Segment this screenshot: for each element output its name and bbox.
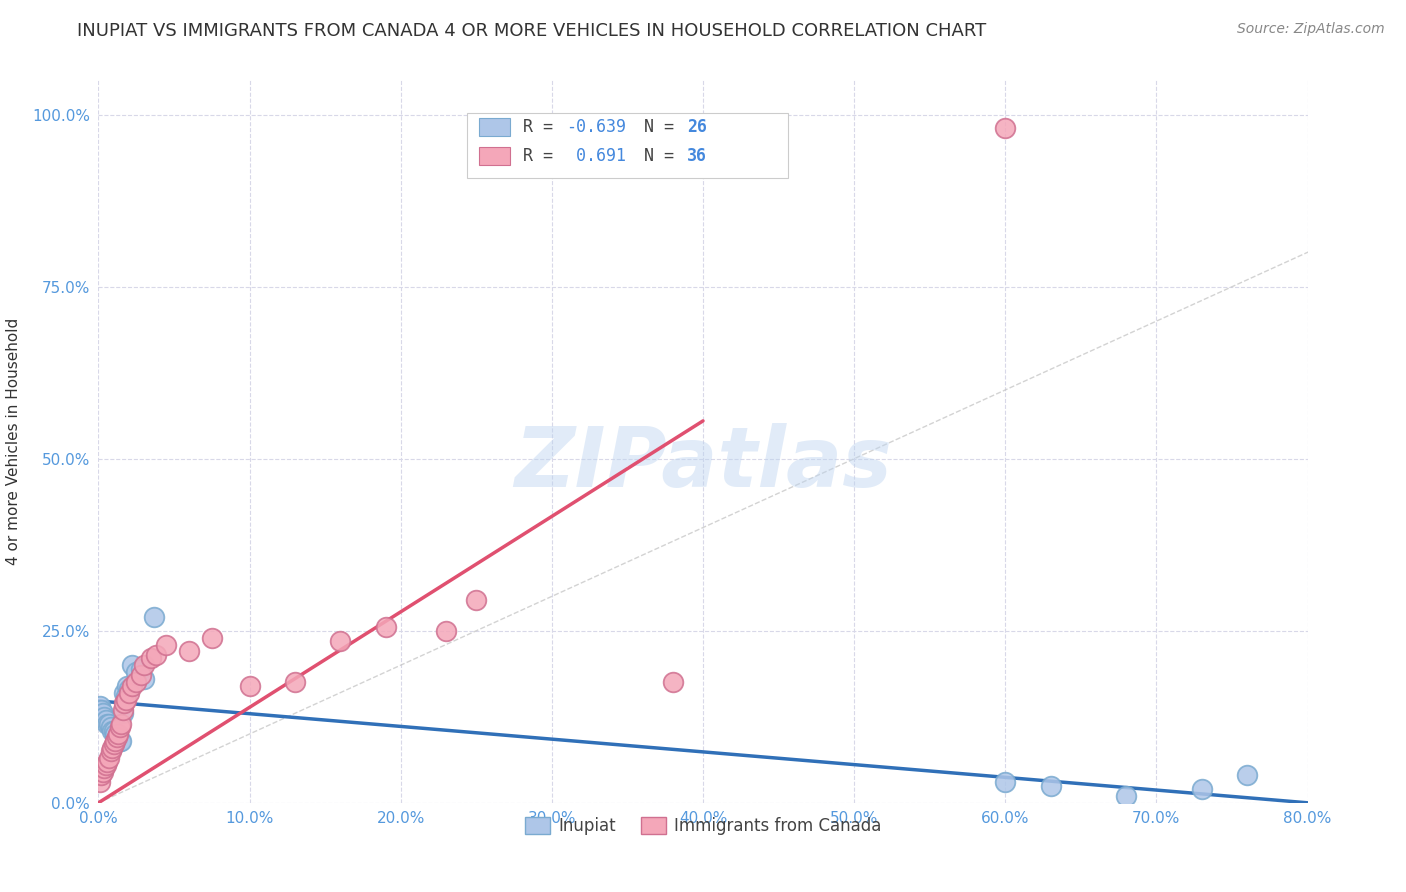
Point <box>112 686 135 700</box>
Point <box>108 734 131 748</box>
Point <box>91 764 114 779</box>
Point <box>1039 779 1062 793</box>
Point <box>118 682 141 697</box>
Point <box>465 592 488 607</box>
FancyBboxPatch shape <box>479 119 509 136</box>
Point <box>661 675 683 690</box>
Point <box>115 679 138 693</box>
Point <box>125 675 148 690</box>
Point <box>104 727 127 741</box>
Point <box>90 703 112 717</box>
Point <box>112 696 135 710</box>
Point <box>121 658 143 673</box>
Point <box>89 699 111 714</box>
Point <box>110 734 132 748</box>
Point <box>129 668 152 682</box>
Point <box>1191 782 1213 797</box>
Point <box>105 731 128 745</box>
FancyBboxPatch shape <box>467 112 787 178</box>
Point <box>100 720 122 734</box>
Text: 26: 26 <box>688 119 707 136</box>
Point <box>110 716 132 731</box>
Point <box>94 713 117 727</box>
Point <box>994 121 1017 136</box>
Point <box>91 706 114 721</box>
Point <box>114 689 136 703</box>
Point <box>141 651 163 665</box>
Point <box>108 720 131 734</box>
Point <box>143 610 166 624</box>
Text: 36: 36 <box>688 147 707 165</box>
Point <box>94 758 117 772</box>
Text: -0.639: -0.639 <box>567 119 626 136</box>
Text: N =: N = <box>644 119 683 136</box>
Point <box>132 658 155 673</box>
Point <box>132 672 155 686</box>
Point <box>434 624 457 638</box>
Point <box>329 634 352 648</box>
Point <box>90 768 112 782</box>
Point <box>107 727 129 741</box>
Text: 0.691: 0.691 <box>567 147 626 165</box>
Point <box>1236 768 1258 782</box>
Point <box>93 761 115 775</box>
Point <box>145 648 167 662</box>
Point <box>96 755 118 769</box>
Point <box>103 737 125 751</box>
Point <box>129 662 152 676</box>
Point <box>100 744 122 758</box>
Text: Source: ZipAtlas.com: Source: ZipAtlas.com <box>1237 22 1385 37</box>
Point <box>239 679 262 693</box>
Text: N =: N = <box>644 147 683 165</box>
Point <box>93 710 115 724</box>
FancyBboxPatch shape <box>479 147 509 165</box>
Point <box>201 631 224 645</box>
Point <box>994 775 1017 789</box>
Point <box>101 723 124 738</box>
Point <box>374 620 396 634</box>
Text: R =: R = <box>523 119 562 136</box>
Y-axis label: 4 or more Vehicles in Household: 4 or more Vehicles in Household <box>6 318 21 566</box>
Text: R =: R = <box>523 147 562 165</box>
Point <box>89 775 111 789</box>
Point <box>155 638 177 652</box>
Point <box>101 740 124 755</box>
Text: INUPIAT VS IMMIGRANTS FROM CANADA 4 OR MORE VEHICLES IN HOUSEHOLD CORRELATION CH: INUPIAT VS IMMIGRANTS FROM CANADA 4 OR M… <box>77 22 987 40</box>
Point <box>179 644 201 658</box>
Point <box>96 716 118 731</box>
Point <box>111 703 134 717</box>
Point <box>105 731 128 745</box>
Point <box>98 716 121 731</box>
Point <box>111 706 134 721</box>
Point <box>103 723 125 738</box>
Point <box>114 692 136 706</box>
Text: ZIPatlas: ZIPatlas <box>515 423 891 504</box>
Point <box>104 734 127 748</box>
Point <box>1115 789 1137 803</box>
Legend: Inupiat, Immigrants from Canada: Inupiat, Immigrants from Canada <box>517 810 889 841</box>
Point <box>284 675 307 690</box>
Point <box>125 665 148 679</box>
Point <box>118 686 141 700</box>
Point <box>107 731 129 745</box>
Point <box>121 679 143 693</box>
Point <box>98 751 121 765</box>
